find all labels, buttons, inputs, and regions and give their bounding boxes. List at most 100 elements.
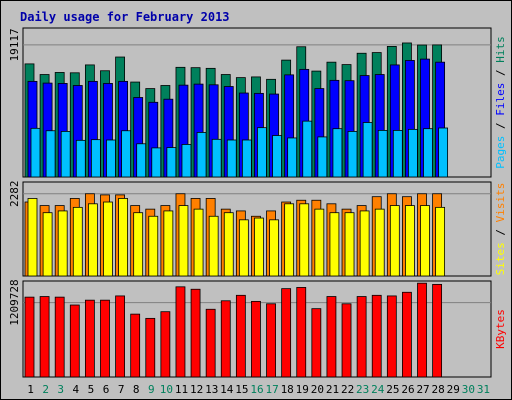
- bar-kbytes: [190, 288, 201, 378]
- bar-sites: [42, 212, 53, 277]
- x-tick-label: 20: [311, 383, 324, 396]
- x-tick-label: 18: [281, 383, 294, 396]
- legend-hits: Hits: [494, 36, 507, 63]
- legend-separator: /: [494, 63, 507, 83]
- bar-pages: [226, 139, 237, 178]
- x-tick-label: 6: [103, 383, 110, 396]
- bar-sites: [118, 198, 128, 277]
- x-axis: 1 2 3 4 5 6 7 8 9 10 11 12 13 14 15 16 17 18 19 20 21 22 23 24 2…: [27, 383, 490, 396]
- bar-sites: [344, 212, 355, 277]
- bar-sites: [359, 210, 370, 277]
- bar-kbytes: [100, 299, 110, 378]
- bar-kbytes: [130, 313, 141, 378]
- x-tick-label: 24: [371, 383, 385, 396]
- x-tick-label: 8: [133, 383, 140, 396]
- panel-hits_pages_files: 19117 Pages / Files / Hits: [8, 27, 507, 178]
- bar-sites: [72, 206, 83, 277]
- legend-sites: Sites: [494, 242, 507, 275]
- bar-kbytes: [54, 296, 65, 378]
- x-tick-label: 27: [416, 383, 429, 396]
- bar-pages: [196, 132, 207, 178]
- x-tick-label: 5: [88, 383, 95, 396]
- x-tick-label: 25: [386, 383, 399, 396]
- bar-sites: [133, 212, 144, 277]
- panel-legend: Sites / Visits: [494, 183, 507, 276]
- bar-kbytes: [356, 296, 367, 378]
- x-tick-label: 9: [148, 383, 155, 396]
- bar-sites: [103, 201, 113, 277]
- bar-pages: [241, 139, 252, 178]
- bar-pages: [408, 128, 418, 178]
- bar-sites: [163, 210, 174, 277]
- bar-pages: [362, 122, 373, 178]
- bar-pages: [30, 127, 41, 178]
- bar-kbytes: [281, 288, 292, 378]
- bar-kbytes: [235, 294, 246, 378]
- bar-sites: [389, 205, 400, 277]
- chart-title: Daily usage for February 2013: [20, 10, 230, 24]
- bar-sites: [238, 219, 249, 277]
- x-tick-label: 23: [356, 383, 369, 396]
- bar-sites: [208, 215, 219, 277]
- bar-sites: [193, 208, 204, 277]
- x-tick-label: 22: [341, 383, 354, 396]
- legend-separator: /: [494, 222, 507, 242]
- legend-kbytes: KBytes: [494, 309, 507, 349]
- bar-kbytes: [326, 296, 337, 378]
- bar-pages: [106, 139, 116, 178]
- bar-kbytes: [24, 296, 35, 378]
- bar-pages: [302, 120, 313, 178]
- x-tick-label: 12: [190, 383, 203, 396]
- series-pages: [30, 120, 449, 178]
- bar-pages: [121, 130, 131, 178]
- bar-sites: [284, 203, 295, 277]
- bar-sites: [178, 205, 189, 277]
- bar-sites: [57, 210, 68, 277]
- max-value-label: 1209728: [8, 279, 21, 325]
- x-tick-label: 14: [220, 383, 234, 396]
- bar-sites: [435, 206, 446, 277]
- x-tick-label: 11: [175, 383, 188, 396]
- legend-files: Files: [494, 83, 507, 116]
- bar-kbytes: [402, 291, 412, 378]
- panel-visits_sites: 2282 Sites / Visits: [8, 181, 507, 277]
- legend-visits: Visits: [494, 183, 507, 223]
- bar-kbytes: [145, 317, 156, 378]
- bar-kbytes: [84, 299, 95, 378]
- bar-pages: [60, 131, 71, 178]
- bar-sites: [269, 219, 279, 277]
- bar-pages: [317, 136, 328, 178]
- x-tick-label: 16: [250, 383, 263, 396]
- bar-pages: [181, 144, 192, 178]
- bar-sites: [405, 205, 415, 277]
- bar-sites: [148, 215, 159, 277]
- bar-sites: [374, 208, 385, 277]
- series-sites: [27, 198, 446, 277]
- panel-legend: Pages / Files / Hits: [494, 36, 507, 169]
- x-tick-label: 4: [73, 383, 80, 396]
- bar-sites: [420, 205, 430, 277]
- bar-kbytes: [251, 300, 261, 378]
- legend-pages: Pages: [494, 136, 507, 169]
- bar-pages: [257, 127, 267, 178]
- bar-sites: [87, 203, 98, 277]
- bar-kbytes: [220, 300, 231, 378]
- bar-kbytes: [296, 287, 307, 378]
- bar-kbytes: [160, 311, 171, 378]
- bar-kbytes: [115, 295, 125, 378]
- x-tick-label: 19: [296, 383, 309, 396]
- bar-pages: [75, 139, 86, 178]
- bar-pages: [136, 143, 147, 178]
- panel-legend: KBytes: [494, 309, 507, 349]
- x-tick-label: 17: [265, 383, 278, 396]
- bar-sites: [299, 203, 310, 277]
- bar-pages: [377, 129, 388, 178]
- bar-kbytes: [386, 295, 397, 378]
- x-tick-label: 29: [447, 383, 460, 396]
- bar-pages: [332, 128, 343, 178]
- series-kbytes: [24, 282, 443, 378]
- bar-pages: [166, 147, 177, 178]
- legend-separator: /: [494, 116, 507, 136]
